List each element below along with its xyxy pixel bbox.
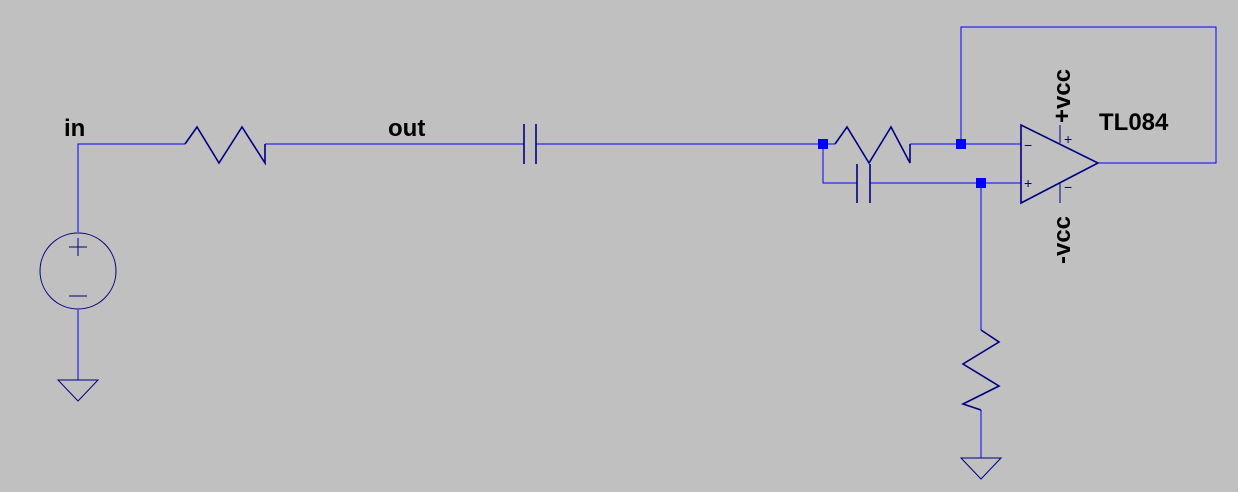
ground-symbol-source [56,379,100,402]
net-label-out[interactable]: out [388,115,425,142]
opamp-tl084[interactable]: − + + − [1020,123,1100,205]
junction-dot [956,139,966,149]
junction-dot [976,178,986,188]
opamp-noninverting-sign: + [1024,175,1032,191]
opamp-supply-plus-sign: + [1064,131,1072,147]
net-label-vplus[interactable]: +vcc [1049,69,1076,123]
voltage-source[interactable] [39,232,117,310]
junctions [818,139,986,188]
wire-feedback [960,26,1217,164]
wire-node-to-c2 [822,144,857,184]
wires [77,26,1217,458]
resistor-r3[interactable] [960,329,1001,411]
opamp-inverting-sign: − [1024,137,1032,153]
ground-symbol-r3 [959,457,1003,480]
capacitor-c2[interactable] [856,164,871,203]
voltage-source-body [39,232,117,310]
wire-source-to-in [77,143,185,232]
resistor-r2[interactable] [834,125,911,165]
opamp-supply-minus-sign: − [1064,179,1072,195]
resistor-r1[interactable] [184,125,266,166]
junction-dot [818,139,828,149]
net-label-in[interactable]: in [64,115,85,142]
capacitor-c1[interactable] [523,124,537,164]
part-label-tl084[interactable]: TL084 [1099,109,1169,136]
net-label-vminus[interactable]: -vcc [1049,216,1076,264]
